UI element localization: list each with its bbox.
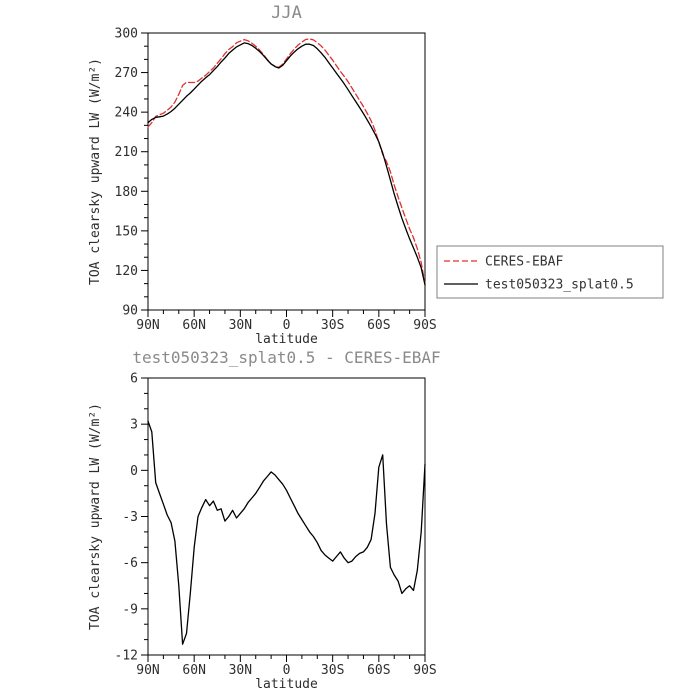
svg-text:180: 180 <box>115 185 138 200</box>
svg-text:latitude: latitude <box>255 677 318 692</box>
svg-text:test050323_splat0.5 - CERES-EB: test050323_splat0.5 - CERES-EBAF <box>132 350 440 367</box>
svg-text:270: 270 <box>115 66 138 81</box>
svg-text:JJA: JJA <box>271 3 302 23</box>
svg-text:-12: -12 <box>115 649 138 664</box>
svg-text:TOA clearsky upward LW (W/m²): TOA clearsky upward LW (W/m²) <box>88 403 103 630</box>
svg-text:3: 3 <box>130 418 138 433</box>
svg-text:90N: 90N <box>136 318 159 333</box>
svg-text:60S: 60S <box>367 663 390 678</box>
svg-text:0: 0 <box>283 318 291 333</box>
svg-text:-3: -3 <box>122 510 138 525</box>
svg-text:30N: 30N <box>229 318 252 333</box>
svg-text:240: 240 <box>115 106 138 121</box>
svg-text:30S: 30S <box>321 318 344 333</box>
svg-text:90S: 90S <box>413 663 436 678</box>
svg-text:6: 6 <box>130 372 138 387</box>
svg-text:30N: 30N <box>229 663 252 678</box>
svg-text:150: 150 <box>115 224 138 239</box>
svg-text:latitude: latitude <box>255 332 318 347</box>
svg-text:90N: 90N <box>136 663 159 678</box>
svg-text:test050323_splat0.5: test050323_splat0.5 <box>485 278 634 293</box>
svg-text:CERES-EBAF: CERES-EBAF <box>485 255 563 270</box>
svg-text:0: 0 <box>283 663 291 678</box>
chart-jja-lines: 90N 60N 30N 0 30S 60S 90S 90 120 150 180 210 240 270 3… <box>88 3 664 347</box>
svg-text:0: 0 <box>130 464 138 479</box>
svg-text:120: 120 <box>115 264 138 279</box>
chart-difference: 90N 60N 30N 0 30S 60S 90S -12 -9 -6 -3 0 3 6 test05032… <box>88 350 441 692</box>
svg-text:300: 300 <box>115 27 138 42</box>
svg-text:210: 210 <box>115 145 138 160</box>
svg-text:60N: 60N <box>182 663 205 678</box>
svg-text:-6: -6 <box>122 556 138 571</box>
svg-text:30S: 30S <box>321 663 344 678</box>
svg-text:90: 90 <box>122 304 138 319</box>
svg-text:90S: 90S <box>413 318 436 333</box>
svg-text:60N: 60N <box>182 318 205 333</box>
svg-text:60S: 60S <box>367 318 390 333</box>
svg-text:-9: -9 <box>122 602 138 617</box>
svg-text:TOA clearsky upward LW (W/m²): TOA clearsky upward LW (W/m²) <box>88 58 103 285</box>
